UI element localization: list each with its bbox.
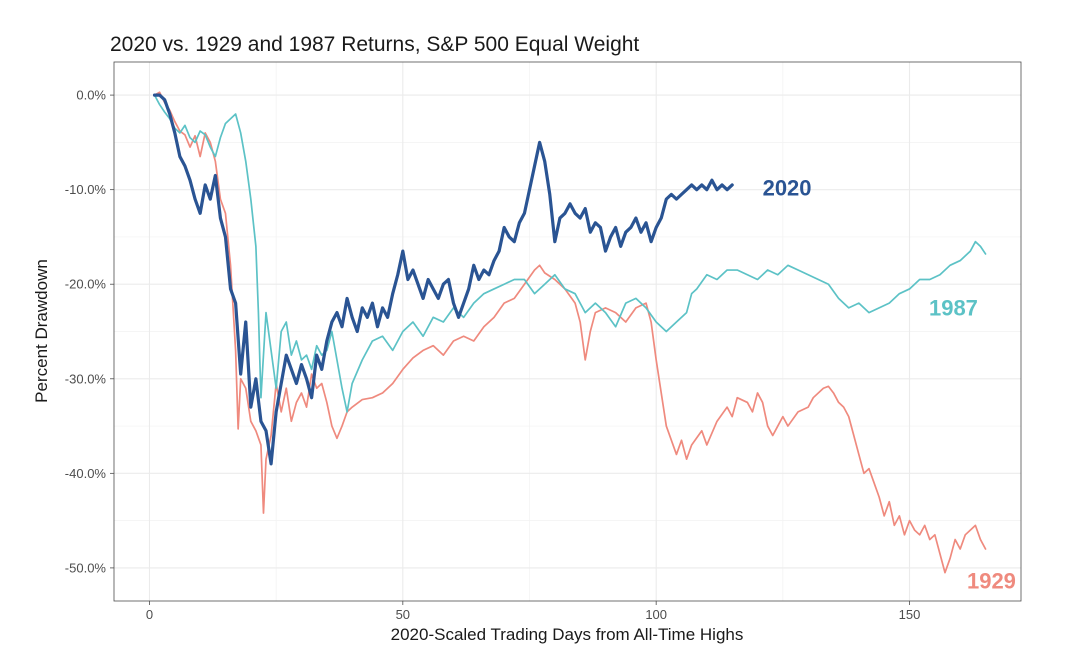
series-line-1929 <box>153 91 987 574</box>
x-tick-label: 50 <box>396 607 410 622</box>
series-label-2020: 2020 <box>763 175 812 200</box>
x-tick-label: 100 <box>645 607 667 622</box>
series-label-1987: 1987 <box>929 295 978 320</box>
y-tick-label: -10.0% <box>65 182 107 197</box>
x-tick-label: 150 <box>899 607 921 622</box>
x-axis-title: 2020-Scaled Trading Days from All-Time H… <box>391 625 744 644</box>
y-tick-label: -50.0% <box>65 560 107 575</box>
x-tick-label: 0 <box>146 607 153 622</box>
series-lines <box>152 91 987 574</box>
y-tick-label: -40.0% <box>65 466 107 481</box>
series-label-1929: 1929 <box>967 569 1016 594</box>
series-line-1987 <box>153 94 987 413</box>
plot-border <box>113 61 1022 602</box>
axis-ticks: 0 50 100 150 0.0% -10.0% -20.0% -30.0% -40.0% -50… <box>65 88 921 622</box>
chart-title: 2020 vs. 1929 and 1987 Returns, S&P 500 … <box>110 33 639 56</box>
y-tick-label: -20.0% <box>65 277 107 292</box>
y-tick-label: -30.0% <box>65 371 107 386</box>
series-labels: 1929 1987 2020 <box>763 175 1016 593</box>
y-tick-label: 0.0% <box>76 88 106 103</box>
y-axis-title: Percent Drawdown <box>32 259 51 403</box>
series-line-2020 <box>152 93 734 466</box>
